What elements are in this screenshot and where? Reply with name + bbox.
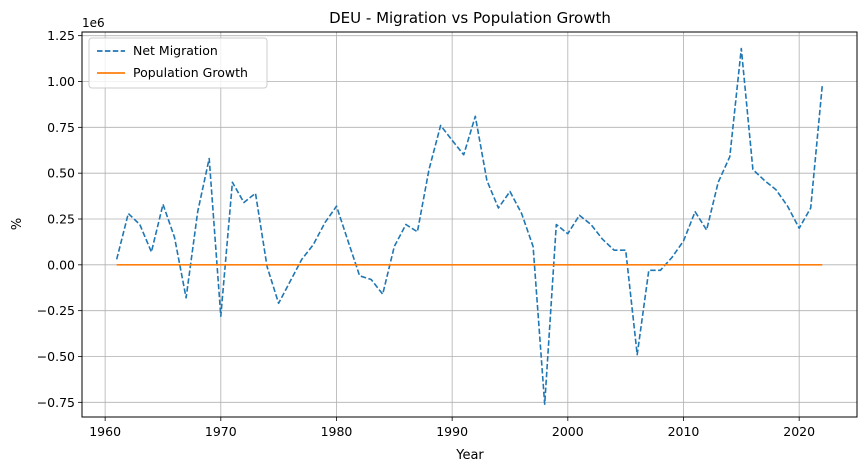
x-tick-label: 1990	[436, 424, 468, 439]
legend: Net Migration Population Growth	[88, 37, 268, 89]
y-offset-text: 1e6	[82, 16, 105, 30]
plot-series	[115, 47, 824, 406]
legend-label-net-migration: Net Migration	[133, 43, 218, 58]
legend-box	[88, 37, 268, 89]
y-tick-label: 0.75	[47, 120, 75, 135]
chart-title: DEU - Migration vs Population Growth	[329, 9, 611, 27]
x-tick-label: 1960	[89, 424, 121, 439]
x-tick-label: 2000	[552, 424, 584, 439]
x-tick-label: 2020	[783, 424, 815, 439]
x-axis-ticks: 1960 1970 1980 1990 2000 2010 2020	[89, 417, 815, 439]
y-tick-label: 0.50	[47, 166, 75, 181]
x-axis-label: Year	[455, 448, 484, 463]
grid	[82, 32, 857, 417]
y-tick-label: −0.50	[37, 349, 75, 364]
y-axis-ticks: −0.75 −0.50 −0.25 0.00 0.25 0.50 0.75 1.00 1.25	[37, 28, 82, 410]
y-tick-label: 0.25	[47, 212, 75, 227]
y-tick-label: 0.00	[47, 257, 75, 272]
series-line-net-migration	[115, 47, 824, 406]
y-tick-label: −0.75	[37, 395, 75, 410]
y-tick-label: −0.25	[37, 303, 75, 318]
x-tick-label: 1970	[205, 424, 237, 439]
plot-frame	[81, 31, 858, 418]
legend-label-population-growth: Population Growth	[133, 65, 248, 80]
y-tick-label: 1.00	[47, 74, 75, 89]
y-tick-label: 1.25	[47, 28, 75, 43]
x-tick-label: 1980	[321, 424, 353, 439]
x-tick-label: 2010	[668, 424, 700, 439]
y-axis-label: %	[10, 218, 25, 230]
